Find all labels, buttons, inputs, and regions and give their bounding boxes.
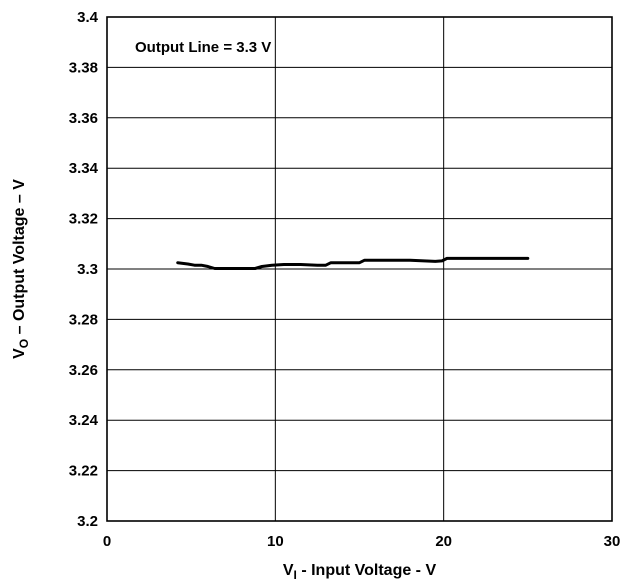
tick-labels: 3.2 3.22 3.24 3.26 3.28 3.3 3.32 3.34 3.36 3.38 3.… [69, 9, 621, 550]
grid-lines [106, 16, 613, 522]
plot-frame [106, 16, 613, 522]
y-tick-label: 3.22 [69, 463, 98, 480]
x-tick-label: 0 [103, 533, 111, 550]
y-tick-label: 3.2 [77, 513, 98, 530]
y-tick-label: 3.34 [69, 160, 99, 177]
y-tick-label: 3.4 [77, 9, 99, 26]
x-tick-label: 20 [435, 533, 452, 550]
y-tick-label: 3.24 [69, 412, 99, 429]
annotation-output-line: Output Line = 3.3 V [135, 39, 271, 56]
y-tick-label: 3.32 [69, 211, 98, 228]
y-tick-label: 3.38 [69, 59, 98, 76]
x-tick-label: 10 [267, 533, 284, 550]
x-axis-label-text: - Input Voltage - V [297, 562, 437, 579]
y-tick-label: 3.36 [69, 110, 98, 127]
x-axis-label-subscript: I [294, 568, 297, 582]
series-line-output-voltage [176, 256, 530, 270]
x-tick-label: 30 [604, 533, 621, 550]
y-axis-label: VO – Output Voltage – V [11, 179, 31, 359]
y-tick-label: 3.28 [69, 311, 98, 328]
y-tick-label: 3.3 [77, 261, 98, 278]
y-axis-label-subscript: O [17, 339, 31, 348]
y-tick-label: 3.26 [69, 362, 98, 379]
y-axis-label-symbol: V [11, 348, 28, 359]
x-axis-label: VI - Input Voltage - V [283, 562, 437, 582]
y-axis-label-text: – Output Voltage – V [11, 179, 28, 339]
x-axis-label-symbol: V [283, 562, 294, 579]
